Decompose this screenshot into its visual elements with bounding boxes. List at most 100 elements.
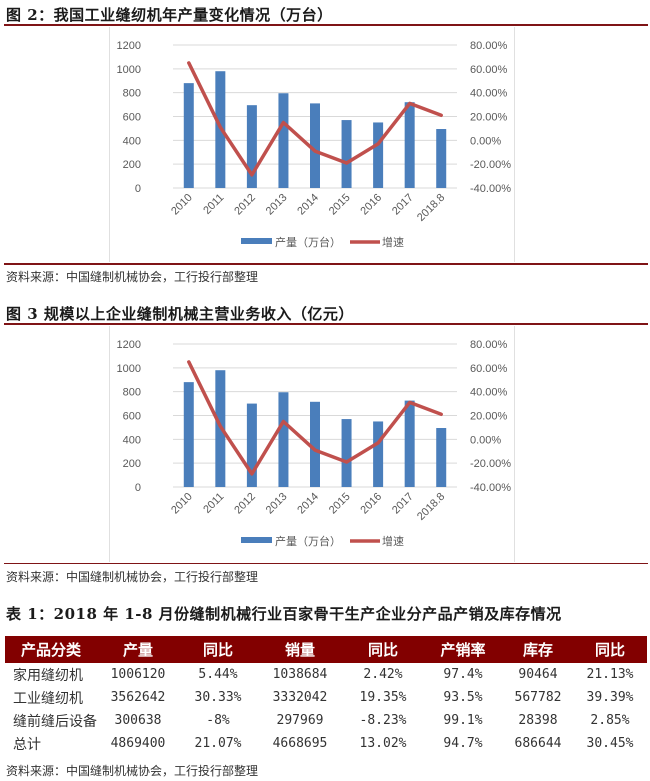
y-axis-left-tick: 600 xyxy=(123,112,141,124)
header-inventory: 库存 xyxy=(503,636,573,663)
cell-output: 300638 xyxy=(114,713,162,728)
cell-inventory: 567782 xyxy=(514,690,562,705)
bar xyxy=(278,93,289,188)
header-sales: 销量 xyxy=(257,636,343,663)
y-axis-left-tick: 800 xyxy=(123,387,141,399)
cell-output-yoy: 5.44% xyxy=(198,667,238,682)
figure-2-bottom-rule xyxy=(4,263,648,265)
table-row: 工业缝纫机 3562642 30.33% 3332042 19.35% 93.5… xyxy=(5,686,647,709)
cell-sell-through: 97.4% xyxy=(443,667,483,682)
header-output: 产量 xyxy=(97,636,179,663)
x-axis-tick: 2014 xyxy=(295,491,321,517)
cell-sales-yoy: -8.23% xyxy=(359,713,407,728)
cell-output-yoy: 21.07% xyxy=(194,736,242,751)
legend-bar-label: 产量（万台） xyxy=(275,235,341,249)
cell-output: 4869400 xyxy=(110,736,166,751)
y-axis-left-tick: 400 xyxy=(123,135,141,147)
y-axis-left-tick: 0 xyxy=(135,183,141,195)
y-axis-right-tick: 80.00% xyxy=(470,339,508,351)
cell-output-yoy: 30.33% xyxy=(194,690,242,705)
y-axis-right-tick: 60.00% xyxy=(470,64,508,76)
header-sell-through: 产销率 xyxy=(423,636,503,663)
y-axis-left-tick: 600 xyxy=(123,411,141,423)
x-axis-tick: 2017 xyxy=(390,192,416,218)
bar xyxy=(183,83,194,188)
figure-2-title: 图 2：我国工业缝纫机年产量变化情况（万台） xyxy=(6,6,333,24)
cell-category: 缝前缝后设备 xyxy=(13,713,97,730)
table-row: 家用缝纫机 1006120 5.44% 1038684 2.42% 97.4% … xyxy=(5,663,647,686)
cell-sales: 4668695 xyxy=(272,736,328,751)
cell-output: 3562642 xyxy=(110,690,166,705)
cell-sales-yoy: 19.35% xyxy=(359,690,407,705)
cell-output-yoy: -8% xyxy=(206,713,230,728)
x-axis-tick: 2012 xyxy=(232,491,258,517)
bar xyxy=(373,122,384,188)
bar xyxy=(341,419,352,487)
x-axis-tick: 2011 xyxy=(201,491,226,516)
cell-category: 总计 xyxy=(13,736,41,753)
cell-inventory: 28398 xyxy=(518,713,558,728)
cell-inventory-yoy: 21.13% xyxy=(586,667,634,682)
y-axis-right-tick: -20.00% xyxy=(470,159,511,171)
bar xyxy=(404,400,415,487)
y-axis-left-tick: 400 xyxy=(123,434,141,446)
x-axis-tick: 2015 xyxy=(327,192,353,218)
figure-3-title: 图 3 规模以上企业缝制机械主营业务收入（亿元） xyxy=(6,305,354,323)
cell-inventory: 90464 xyxy=(518,667,558,682)
y-axis-left-tick: 0 xyxy=(135,482,141,494)
y-axis-right-tick: 80.00% xyxy=(470,40,508,52)
cell-inventory: 686644 xyxy=(514,736,562,751)
x-axis-tick: 2018.8 xyxy=(415,192,447,224)
cell-output: 1006120 xyxy=(110,667,166,682)
bar xyxy=(246,105,257,188)
cell-category: 家用缝纫机 xyxy=(13,667,83,684)
header-category: 产品分类 xyxy=(5,636,97,663)
y-axis-left-tick: 1200 xyxy=(117,40,141,52)
header-output-yoy: 同比 xyxy=(179,636,257,663)
x-axis-tick: 2018.8 xyxy=(415,491,447,523)
x-axis-tick: 2016 xyxy=(358,491,384,517)
y-axis-right-tick: 60.00% xyxy=(470,363,508,375)
growth-line xyxy=(187,61,443,177)
x-axis-tick: 2012 xyxy=(232,192,258,218)
bar xyxy=(310,401,320,487)
table-row: 缝前缝后设备 300638 -8% 297969 -8.23% 99.1% 28… xyxy=(5,709,647,732)
x-axis-tick: 2011 xyxy=(201,192,226,217)
bar xyxy=(373,421,384,487)
cell-sales: 297969 xyxy=(276,713,324,728)
legend-bar-swatch xyxy=(241,537,272,543)
bar xyxy=(310,103,320,188)
bar xyxy=(341,120,352,188)
x-axis-tick: 2010 xyxy=(169,491,195,517)
growth-line xyxy=(187,360,443,476)
cell-sales-yoy: 2.42% xyxy=(363,667,403,682)
bar xyxy=(246,403,257,487)
figure-2-chart: 0 200 400 600 800 1000 1200 -40.00% -20.00% 0.00%… xyxy=(109,27,515,262)
legend-bar-label: 产量（万台） xyxy=(275,534,341,548)
y-axis-right-tick: 40.00% xyxy=(470,387,508,399)
table-1-title: 表 1：2018 年 1-8 月份缝制机械行业百家骨干生产企业分产品产销及库存情… xyxy=(6,605,562,623)
cell-inventory-yoy: 39.39% xyxy=(586,690,634,705)
x-axis-tick: 2017 xyxy=(390,491,416,517)
cell-sell-through: 93.5% xyxy=(443,690,483,705)
figure-3-bottom-rule xyxy=(4,563,648,564)
y-axis-right-tick: 40.00% xyxy=(470,88,508,100)
bar xyxy=(436,129,447,188)
x-axis-tick: 2013 xyxy=(264,192,290,218)
x-axis-tick: 2010 xyxy=(169,192,195,218)
y-axis-left-tick: 1000 xyxy=(117,64,141,76)
y-axis-right-tick: 20.00% xyxy=(470,411,508,423)
table-1-source: 资料来源：中国缝制机械协会，工行投行部整理 xyxy=(6,764,259,778)
bar xyxy=(436,428,447,487)
cell-category: 工业缝纫机 xyxy=(13,690,83,707)
cell-sales: 3332042 xyxy=(272,690,328,705)
figure-3-title-rule xyxy=(4,323,648,325)
y-axis-left-tick: 800 xyxy=(123,88,141,100)
header-sales-yoy: 同比 xyxy=(343,636,423,663)
table-header-row: 产品分类 产量 同比 销量 同比 产销率 库存 同比 xyxy=(5,636,647,663)
y-axis-left-tick: 1000 xyxy=(117,363,141,375)
y-axis-right-tick: -40.00% xyxy=(470,183,511,195)
cell-sales-yoy: 13.02% xyxy=(359,736,407,751)
cell-inventory-yoy: 2.85% xyxy=(590,713,630,728)
cell-sell-through: 99.1% xyxy=(443,713,483,728)
